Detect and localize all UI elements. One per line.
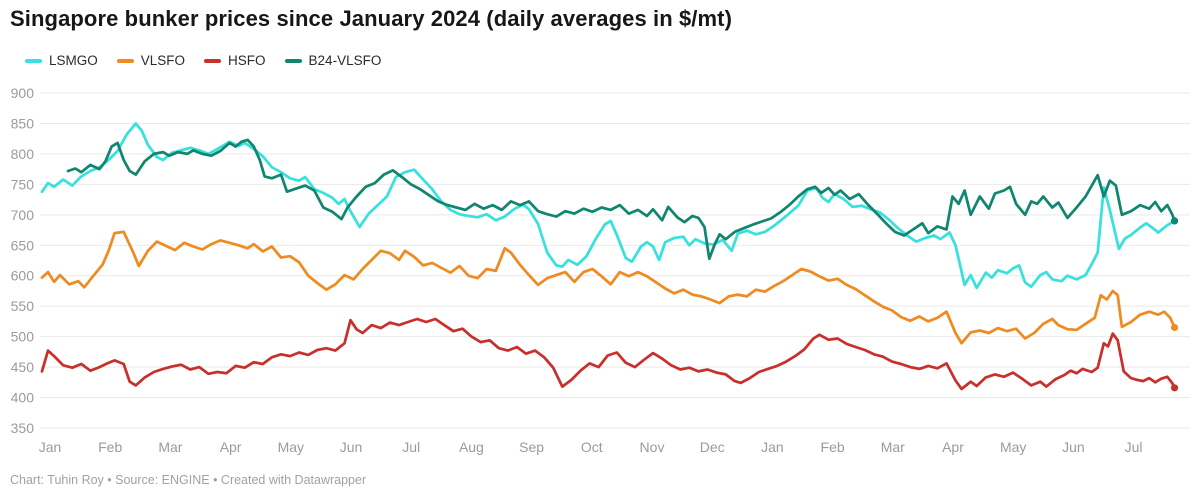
legend-item-hsfo: HSFO — [204, 53, 266, 68]
series-line-lsmgo[interactable] — [40, 122, 1176, 290]
y-axis-label: 900 — [11, 85, 35, 101]
series-line-vlsfo[interactable] — [40, 230, 1176, 345]
legend-label: B24-VLSFO — [308, 53, 382, 68]
x-axis-label: Nov — [640, 439, 665, 455]
x-axis-label: Jan — [39, 439, 62, 455]
y-axis-label: 800 — [11, 146, 35, 162]
y-axis-label: 500 — [11, 329, 35, 345]
legend-swatch-hsfo — [204, 58, 222, 63]
x-axis-label: Jul — [1125, 439, 1143, 455]
y-axis-label: 400 — [11, 390, 35, 406]
x-axis-label: Mar — [881, 439, 905, 455]
series-end-dot-b24-vlsfo — [1170, 217, 1179, 225]
x-axis-label: Apr — [942, 439, 964, 455]
x-axis-label: Feb — [98, 439, 122, 455]
chart-title: Singapore bunker prices since January 20… — [10, 6, 733, 31]
x-axis-label: Oct — [581, 439, 603, 455]
series-line-b24-vlsfo[interactable] — [66, 138, 1176, 261]
x-axis-label: Apr — [220, 439, 242, 455]
legend-label: VLSFO — [140, 53, 186, 68]
y-axis-label: 350 — [11, 420, 35, 436]
y-axis-label: 850 — [11, 115, 35, 131]
x-axis-label: May — [1000, 439, 1026, 455]
x-axis-label: Jun — [1062, 439, 1085, 455]
legend-item-vlsfo: VLSFO — [116, 53, 186, 68]
legend: LSMGO VLSFO HSFO B24-VLSFO — [25, 53, 381, 68]
x-axis-label: Jul — [402, 439, 420, 455]
x-axis-label: Jan — [761, 439, 784, 455]
series-end-dot-vlsfo — [1170, 323, 1179, 332]
series-end-dot-hsfo — [1170, 384, 1179, 392]
attribution-text: Chart: Tuhin Roy • Source: ENGINE • Crea… — [10, 473, 367, 487]
y-axis-label: 700 — [11, 207, 35, 223]
x-axis-label: Sep — [519, 439, 544, 455]
y-axis-label: 450 — [11, 359, 35, 375]
x-axis-label: May — [278, 439, 304, 455]
x-axis-label: Feb — [821, 439, 845, 455]
y-axis-label: 750 — [11, 176, 35, 192]
x-axis-label: Jun — [340, 439, 363, 455]
x-axis-label: Mar — [158, 439, 182, 455]
series-line-hsfo[interactable] — [40, 317, 1176, 391]
legend-item-b24-vlsfo: B24-VLSFO — [284, 53, 382, 68]
legend-label: HSFO — [228, 53, 266, 68]
legend-swatch-b24-vlsfo — [284, 58, 302, 63]
x-axis-label: Aug — [459, 439, 484, 455]
legend-swatch-vlsfo — [116, 58, 134, 63]
legend-swatch-lsmgo — [25, 58, 42, 63]
legend-item-lsmgo: LSMGO — [25, 53, 98, 68]
y-axis-label: 650 — [11, 237, 35, 253]
x-axis-label: Dec — [700, 439, 725, 455]
y-axis-label: 550 — [11, 298, 35, 314]
y-axis-label: 600 — [11, 268, 35, 284]
legend-label: LSMGO — [49, 53, 98, 68]
